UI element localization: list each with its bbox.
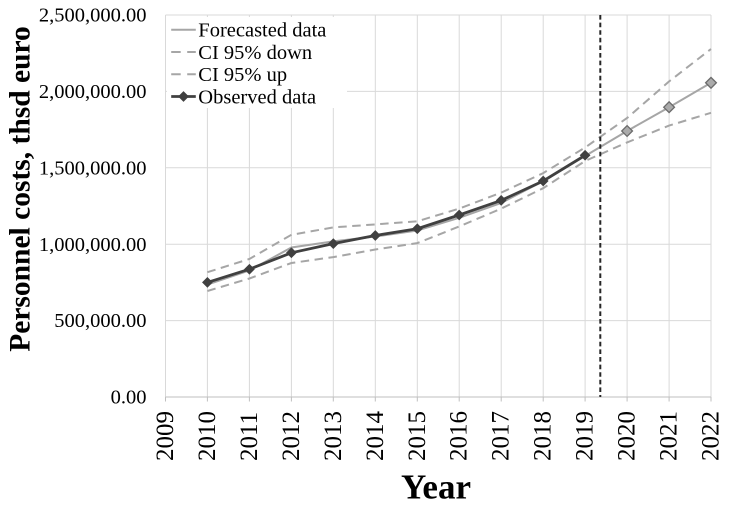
svg-text:2021: 2021 bbox=[656, 411, 683, 461]
svg-text:0.00: 0.00 bbox=[111, 387, 147, 409]
svg-text:2018: 2018 bbox=[530, 411, 557, 461]
svg-text:2016: 2016 bbox=[446, 411, 473, 461]
svg-text:500,000.00: 500,000.00 bbox=[54, 310, 146, 332]
svg-text:CI 95% down: CI 95% down bbox=[198, 42, 312, 64]
svg-text:1,500,000.00: 1,500,000.00 bbox=[39, 157, 147, 179]
svg-text:Forecasted data: Forecasted data bbox=[198, 20, 326, 42]
svg-text:CI 95% up: CI 95% up bbox=[198, 64, 287, 86]
svg-text:2,500,000.00: 2,500,000.00 bbox=[39, 5, 147, 27]
svg-text:2012: 2012 bbox=[278, 411, 305, 461]
svg-text:Personnel costs, thsd euro: Personnel costs, thsd euro bbox=[5, 26, 37, 352]
svg-text:2014: 2014 bbox=[362, 411, 389, 462]
svg-text:2019: 2019 bbox=[572, 411, 599, 461]
svg-text:Year: Year bbox=[401, 468, 471, 507]
svg-text:2010: 2010 bbox=[194, 411, 221, 461]
svg-text:2011: 2011 bbox=[236, 412, 263, 461]
svg-text:2015: 2015 bbox=[404, 411, 431, 461]
svg-text:2017: 2017 bbox=[488, 411, 515, 461]
svg-text:2022: 2022 bbox=[698, 411, 725, 461]
svg-text:Observed data: Observed data bbox=[198, 86, 316, 108]
svg-text:1,000,000.00: 1,000,000.00 bbox=[39, 234, 147, 256]
svg-text:2013: 2013 bbox=[320, 411, 347, 461]
svg-text:2,000,000.00: 2,000,000.00 bbox=[39, 81, 147, 103]
svg-text:2009: 2009 bbox=[152, 411, 179, 461]
svg-text:2020: 2020 bbox=[614, 411, 641, 461]
